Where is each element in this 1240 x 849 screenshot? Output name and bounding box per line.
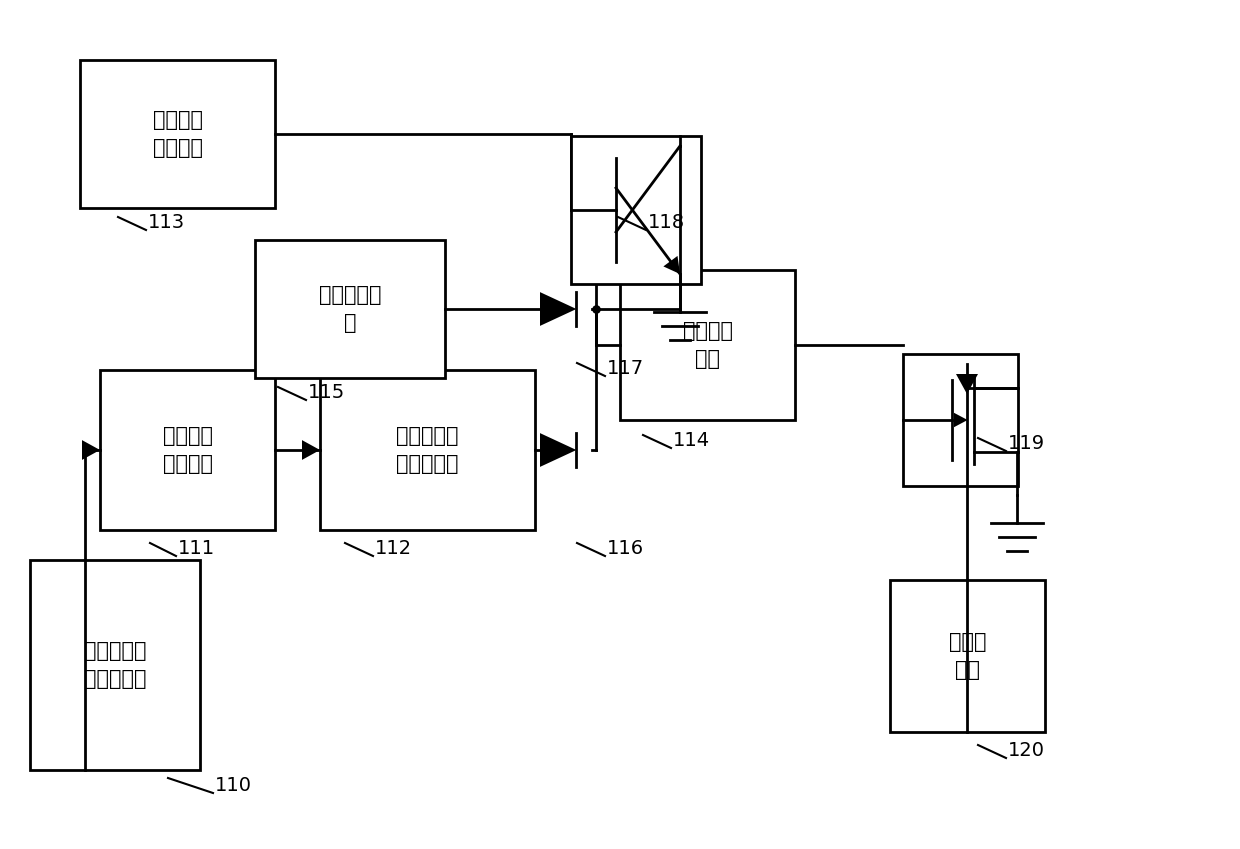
Text: 母线电压
采样电路: 母线电压 采样电路: [162, 426, 212, 474]
Polygon shape: [956, 374, 978, 394]
FancyBboxPatch shape: [30, 560, 200, 770]
Text: 114: 114: [673, 431, 711, 450]
Text: 启动过压保
护比较电路: 启动过压保 护比较电路: [397, 426, 459, 474]
Text: 110: 110: [215, 776, 252, 795]
Polygon shape: [663, 256, 680, 274]
FancyBboxPatch shape: [320, 370, 534, 530]
FancyBboxPatch shape: [570, 136, 701, 284]
Text: 120: 120: [1008, 741, 1045, 760]
Polygon shape: [303, 440, 320, 460]
Text: 太阳电
池阵: 太阳电 池阵: [949, 632, 986, 680]
FancyBboxPatch shape: [255, 240, 445, 378]
Text: 113: 113: [148, 213, 185, 232]
Polygon shape: [539, 433, 577, 467]
Text: 116: 116: [608, 539, 644, 558]
FancyBboxPatch shape: [903, 354, 1018, 486]
Text: 119: 119: [1008, 434, 1045, 453]
Text: 117: 117: [608, 359, 644, 378]
Polygon shape: [82, 440, 100, 460]
Text: 电源控制单
机一次母线: 电源控制单 机一次母线: [84, 641, 146, 689]
Text: 111: 111: [179, 539, 215, 558]
FancyBboxPatch shape: [890, 580, 1045, 732]
Text: 启动欠压
保护电路: 启动欠压 保护电路: [153, 110, 202, 158]
Text: 驱动执行
电路: 驱动执行 电路: [682, 321, 733, 369]
Text: 118: 118: [649, 213, 686, 232]
Text: 112: 112: [374, 539, 412, 558]
Polygon shape: [954, 413, 967, 427]
Polygon shape: [539, 292, 577, 326]
FancyBboxPatch shape: [620, 270, 795, 420]
Text: 分流控制电
路: 分流控制电 路: [319, 285, 381, 333]
Text: 115: 115: [308, 383, 345, 402]
FancyBboxPatch shape: [81, 60, 275, 208]
FancyBboxPatch shape: [100, 370, 275, 530]
